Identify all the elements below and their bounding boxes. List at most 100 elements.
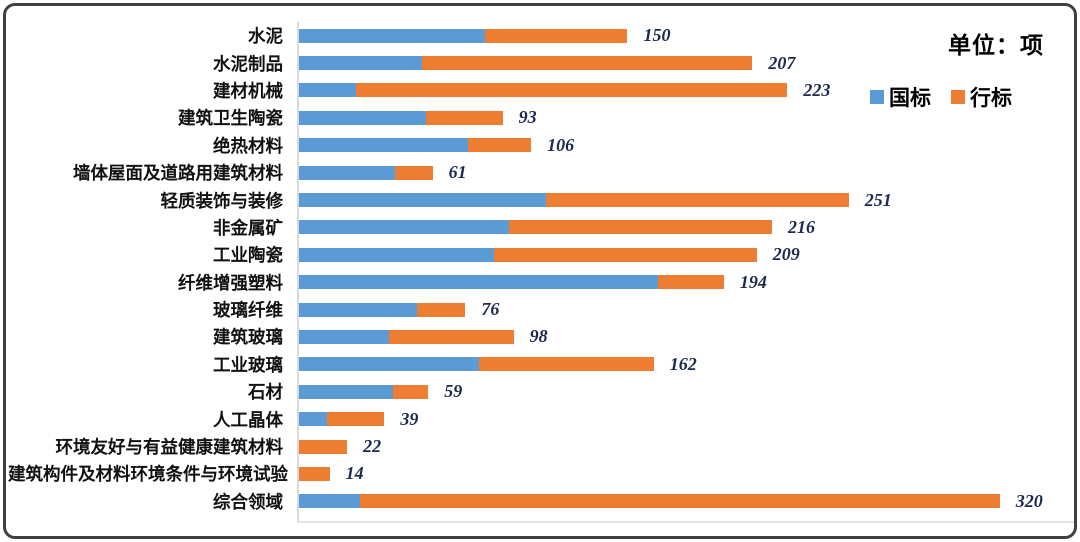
total-value-label: 98 xyxy=(529,326,548,347)
stacked-bar xyxy=(299,165,433,180)
guobiao-legend-swatch-icon xyxy=(870,90,884,104)
hangbiao-bar-segment xyxy=(299,466,330,481)
hangbiao-bar-segment xyxy=(485,28,628,43)
guobiao-bar-segment xyxy=(299,138,468,153)
category-label: 工业玻璃 xyxy=(213,354,283,375)
stacked-bar xyxy=(299,56,753,71)
chart-row: 墙体屋面及道路用建筑材料 61 xyxy=(73,159,1074,186)
chart-row: 工业玻璃 162 xyxy=(213,351,1074,378)
chart-frame: 单位：项 国标 行标 水泥 150 水泥制品 207 建材机械 223 建筑卫生陶瓷 93 绝热… xyxy=(3,3,1077,539)
category-label: 石材 xyxy=(248,382,283,403)
category-label: 绝热材料 xyxy=(213,135,283,156)
category-label: 建材机械 xyxy=(213,80,283,101)
legend-label-guobiao: 国标 xyxy=(889,87,931,110)
plot-rows: 水泥 150 水泥制品 207 建材机械 223 建筑卫生陶瓷 93 绝热材料 106 墙体屋面及道… xyxy=(8,22,1074,524)
category-label: 综合领域 xyxy=(213,491,283,512)
stacked-bar xyxy=(299,220,773,235)
total-value-label: 194 xyxy=(739,271,767,292)
guobiao-bar-segment xyxy=(299,302,418,317)
legend-label-hangbiao: 行标 xyxy=(970,87,1012,110)
hangbiao-legend-swatch-icon xyxy=(951,90,965,104)
total-value-label: 223 xyxy=(803,79,831,100)
stacked-bar xyxy=(299,302,466,317)
hangbiao-bar-segment xyxy=(355,83,788,98)
chart-row: 玻璃纤维 76 xyxy=(213,296,1074,323)
hangbiao-bar-segment xyxy=(421,56,753,71)
category-label: 工业陶瓷 xyxy=(213,245,283,266)
stacked-bar xyxy=(299,494,1000,509)
stacked-bar xyxy=(299,110,503,125)
total-value-label: 93 xyxy=(518,107,537,128)
total-value-label: 39 xyxy=(400,408,419,429)
category-label: 轻质装饰与装修 xyxy=(160,190,284,211)
total-value-label: 59 xyxy=(444,381,463,402)
category-label: 水泥 xyxy=(248,26,283,47)
hangbiao-bar-segment xyxy=(395,165,433,180)
category-label: 环境友好与有益健康建筑材料 xyxy=(55,437,284,458)
category-label: 墙体屋面及道路用建筑材料 xyxy=(73,163,283,184)
chart-row: 建材机械 223 xyxy=(213,77,1074,104)
category-label: 人工晶体 xyxy=(213,409,283,430)
chart-row: 水泥 150 xyxy=(248,22,1074,49)
category-label: 玻璃纤维 xyxy=(213,300,283,321)
chart-row: 轻质装饰与装修 251 xyxy=(161,186,1074,213)
category-label: 建筑玻璃 xyxy=(213,327,283,348)
hangbiao-bar-segment xyxy=(299,439,348,454)
chart-row: 工业陶瓷 209 xyxy=(213,241,1074,268)
total-value-label: 61 xyxy=(448,162,467,183)
stacked-bar xyxy=(299,28,628,43)
hangbiao-bar-segment xyxy=(546,193,849,208)
legend-item-hangbiao: 行标 xyxy=(951,82,1012,112)
hangbiao-bar-segment xyxy=(417,302,466,317)
legend-item-guobiao: 国标 xyxy=(870,82,931,112)
chart-row: 建筑卫生陶瓷 93 xyxy=(178,104,1074,131)
guobiao-bar-segment xyxy=(299,56,422,71)
legend: 国标 行标 xyxy=(870,82,1012,112)
total-value-label: 76 xyxy=(481,299,500,320)
total-value-label: 150 xyxy=(643,25,671,46)
chart-row: 石材 59 xyxy=(248,378,1074,405)
plot-area: 水泥 150 水泥制品 207 建材机械 223 建筑卫生陶瓷 93 绝热材料 106 墙体屋面及道… xyxy=(6,22,1074,524)
total-value-label: 162 xyxy=(669,353,697,374)
hangbiao-bar-segment xyxy=(478,357,654,372)
stacked-bar xyxy=(299,439,348,454)
category-label: 水泥制品 xyxy=(213,53,283,74)
chart-row: 水泥制品 207 xyxy=(213,49,1074,76)
chart-row: 建筑构件及材料环境条件与环境试验 14 xyxy=(8,460,1074,487)
hangbiao-bar-segment xyxy=(388,329,514,344)
hangbiao-bar-segment xyxy=(493,247,757,262)
stacked-bar xyxy=(299,357,654,372)
stacked-bar xyxy=(299,384,429,399)
hangbiao-bar-segment xyxy=(467,138,532,153)
hangbiao-bar-segment xyxy=(360,494,1000,509)
stacked-bar xyxy=(299,83,788,98)
chart-row: 纤维增强塑料 194 xyxy=(178,269,1074,296)
guobiao-bar-segment xyxy=(299,220,510,235)
guobiao-bar-segment xyxy=(299,193,547,208)
stacked-bar xyxy=(299,193,849,208)
chart-row: 人工晶体 39 xyxy=(213,405,1074,432)
chart-row: 非金属矿 216 xyxy=(213,214,1074,241)
guobiao-bar-segment xyxy=(299,412,328,427)
chart-row: 环境友好与有益健康建筑材料 22 xyxy=(56,433,1074,460)
hangbiao-bar-segment xyxy=(426,110,503,125)
total-value-label: 251 xyxy=(864,189,892,210)
guobiao-bar-segment xyxy=(299,110,427,125)
guobiao-bar-segment xyxy=(299,329,389,344)
hangbiao-bar-segment xyxy=(393,384,429,399)
stacked-bar xyxy=(299,466,330,481)
chart-row: 综合领域 320 xyxy=(213,488,1074,515)
unit-label: 单位：项 xyxy=(948,32,1044,58)
chart-row: 建筑玻璃 98 xyxy=(213,323,1074,350)
guobiao-bar-segment xyxy=(299,28,486,43)
hangbiao-bar-segment xyxy=(658,275,724,290)
guobiao-bar-segment xyxy=(299,165,396,180)
stacked-bar xyxy=(299,247,757,262)
guobiao-bar-segment xyxy=(299,247,494,262)
category-label: 建筑构件及材料环境条件与环境试验 xyxy=(8,464,288,485)
guobiao-bar-segment xyxy=(299,494,361,509)
stacked-bar xyxy=(299,329,514,344)
total-value-label: 22 xyxy=(363,436,382,457)
guobiao-bar-segment xyxy=(299,384,394,399)
guobiao-bar-segment xyxy=(299,83,356,98)
